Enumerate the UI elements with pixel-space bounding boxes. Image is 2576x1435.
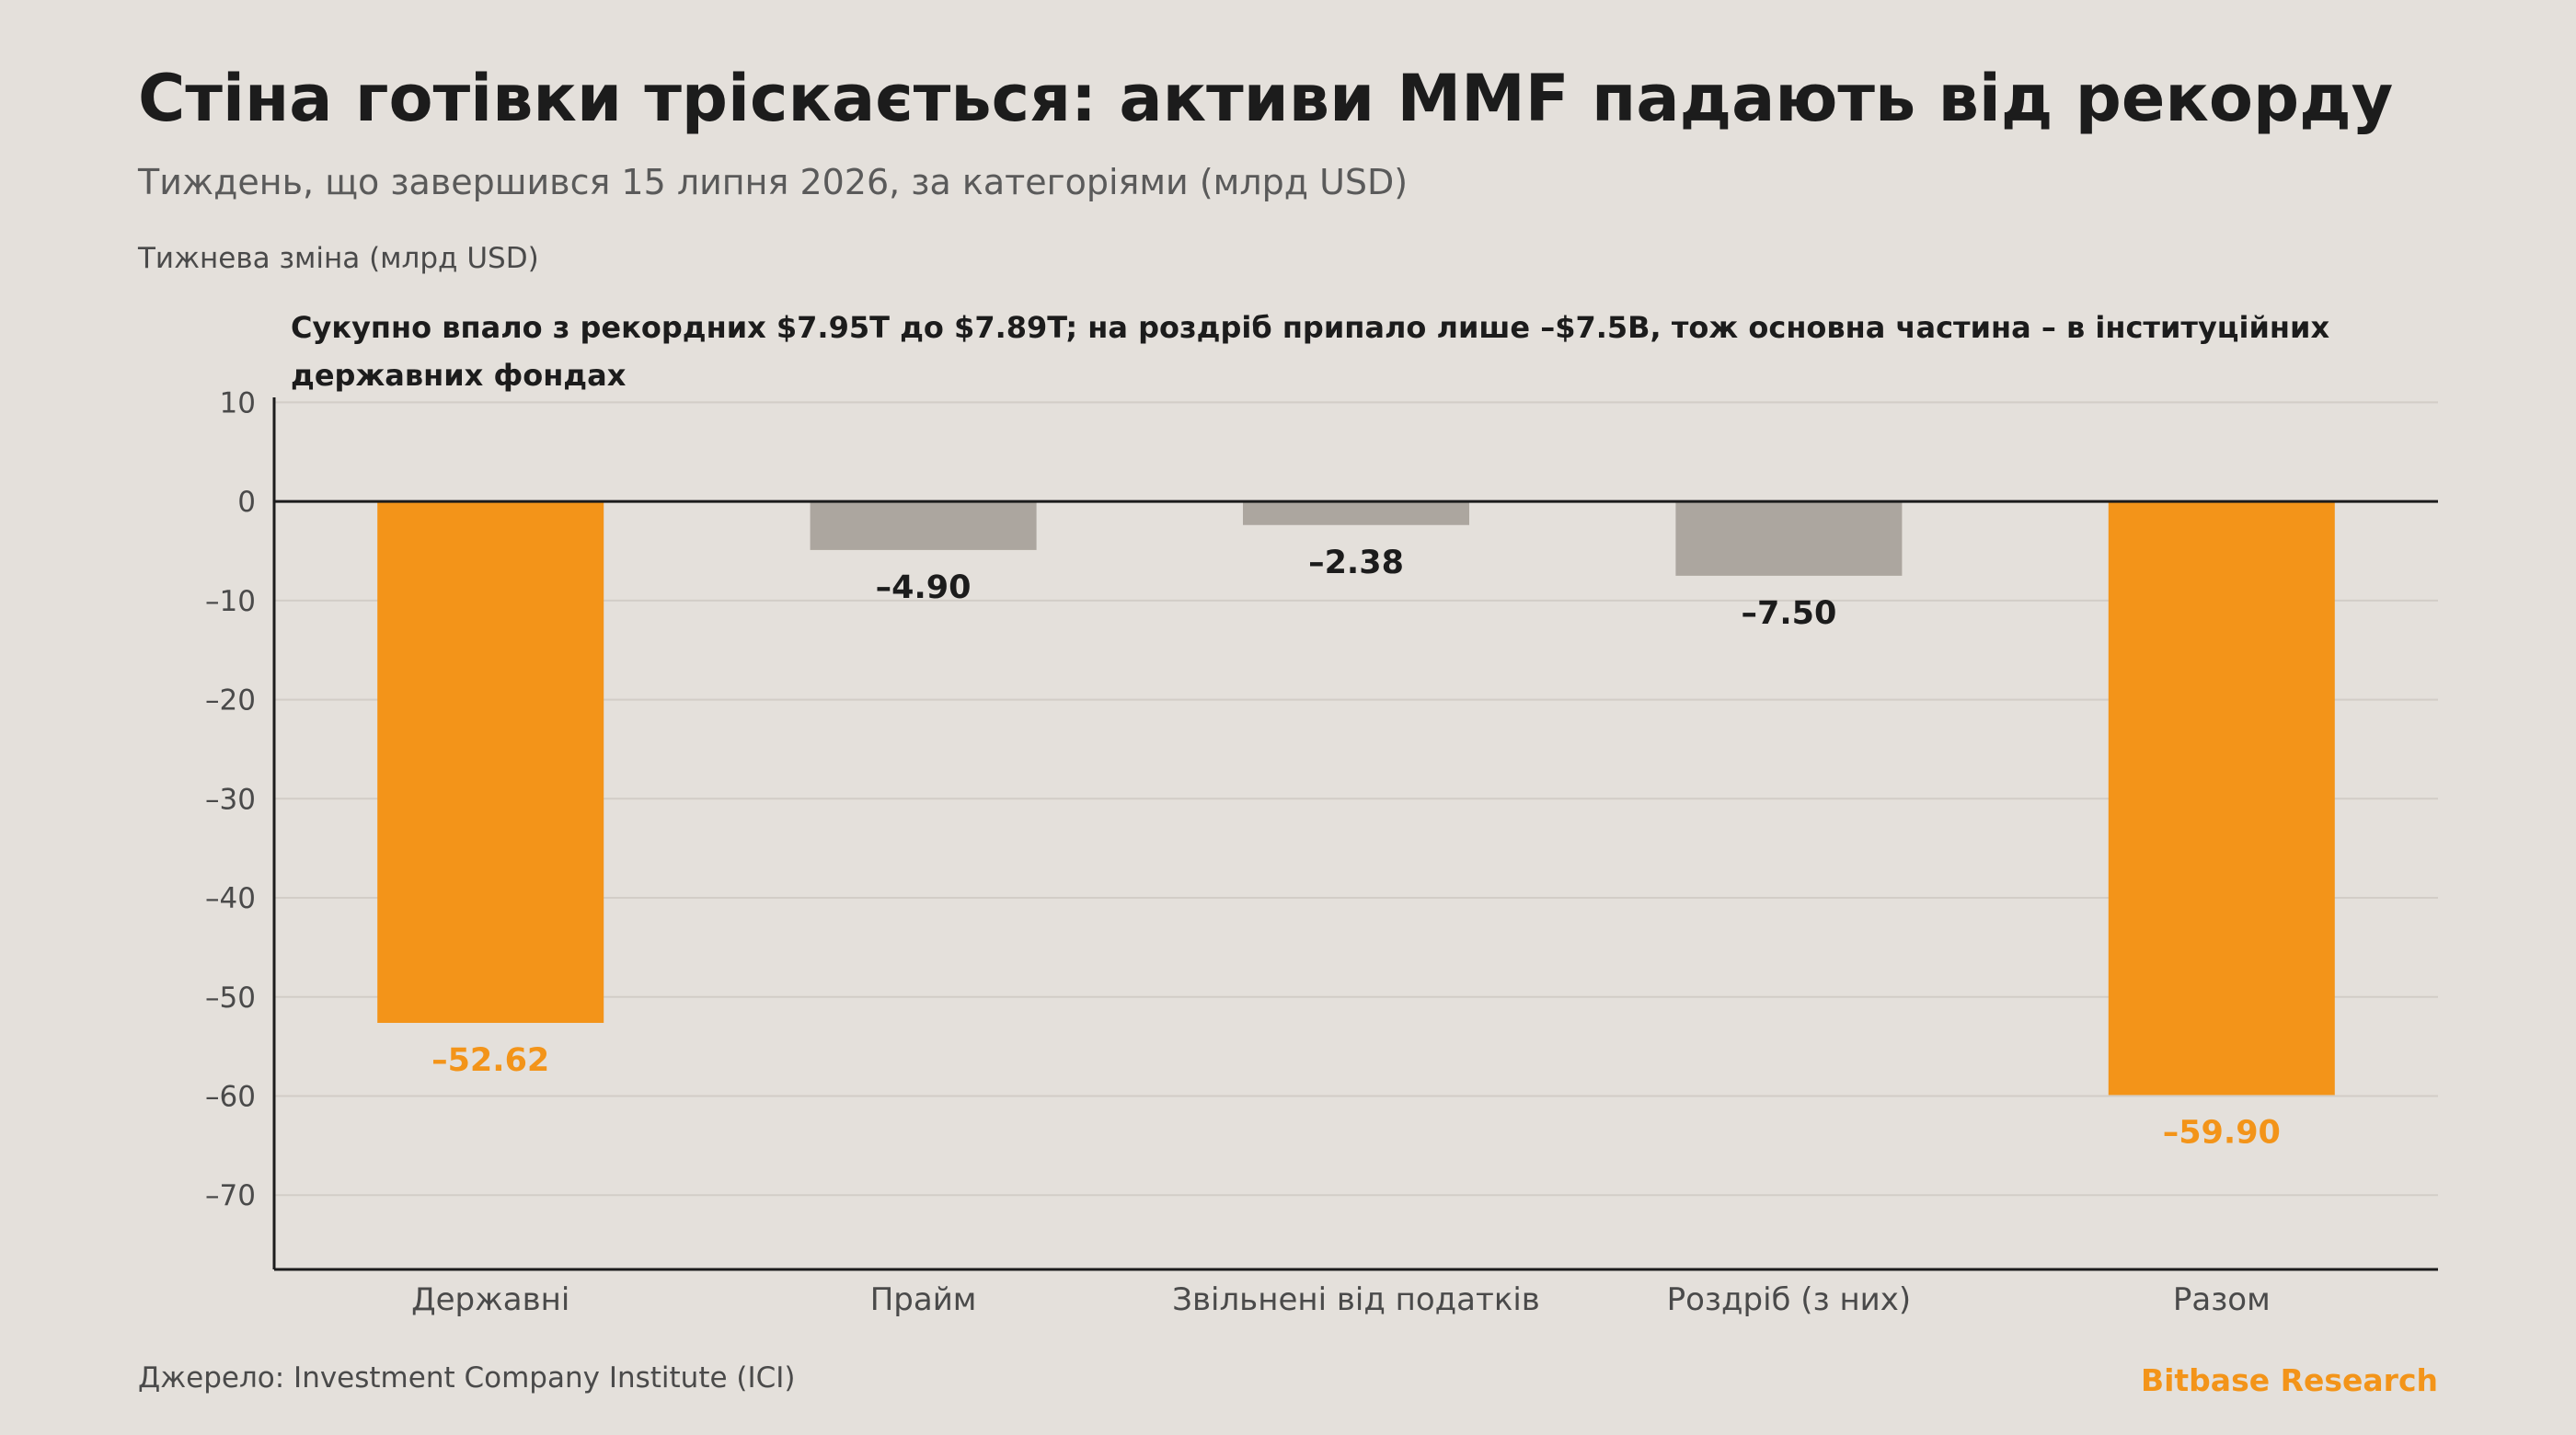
y-tick-label: –10 xyxy=(205,585,256,618)
grid-lines xyxy=(274,401,2438,1197)
bar xyxy=(810,501,1037,550)
chart-title: Стіна готівки тріскається: активи MMF па… xyxy=(138,61,2394,136)
source-note: Джерело: Investment Company Institute (I… xyxy=(138,1361,796,1395)
x-tick-label: Прайм xyxy=(870,1281,977,1318)
data-label: –2.38 xyxy=(1308,545,1404,581)
data-label: –52.62 xyxy=(431,1042,549,1079)
y-tick-label: 10 xyxy=(220,386,256,419)
bar xyxy=(1243,501,1469,525)
axes xyxy=(272,397,2438,1271)
chart-subtitle: Тиждень, що завершився 15 липня 2026, за… xyxy=(138,162,1409,202)
chart-annotation: Сукупно впало з рекордних $7.95T до $7.8… xyxy=(291,310,2330,393)
bar xyxy=(1675,501,1903,576)
x-tick-label: Звільнені від податків xyxy=(1172,1281,1540,1318)
data-label: –7.50 xyxy=(1741,595,1836,632)
bar xyxy=(377,501,604,1023)
y-tick-label: –30 xyxy=(205,783,256,816)
y-tick-label: –40 xyxy=(205,882,256,915)
x-tick-label: Роздріб (з них) xyxy=(1667,1281,1912,1318)
brand-logo-text: Bitbase Research xyxy=(2140,1362,2438,1398)
bar xyxy=(2108,501,2335,1096)
x-tick-label: Державні xyxy=(411,1281,569,1318)
labels: 10 0 –10 –20 –30 –40 –50 –60 –70 –52.62 Державні –4… xyxy=(205,386,2281,1318)
y-tick-label: –20 xyxy=(205,684,256,718)
y-tick-label: –50 xyxy=(205,982,256,1015)
y-tick-label: –60 xyxy=(205,1080,256,1113)
data-label: –59.90 xyxy=(2163,1114,2281,1151)
x-tick-label: Разом xyxy=(2173,1281,2271,1318)
y-tick-label: –70 xyxy=(205,1179,256,1212)
y-axis-caption: Тижнева зміна (млрд USD) xyxy=(138,242,539,275)
data-label: –4.90 xyxy=(876,569,972,606)
bars xyxy=(377,501,2335,1096)
y-tick-label: 0 xyxy=(237,486,256,519)
